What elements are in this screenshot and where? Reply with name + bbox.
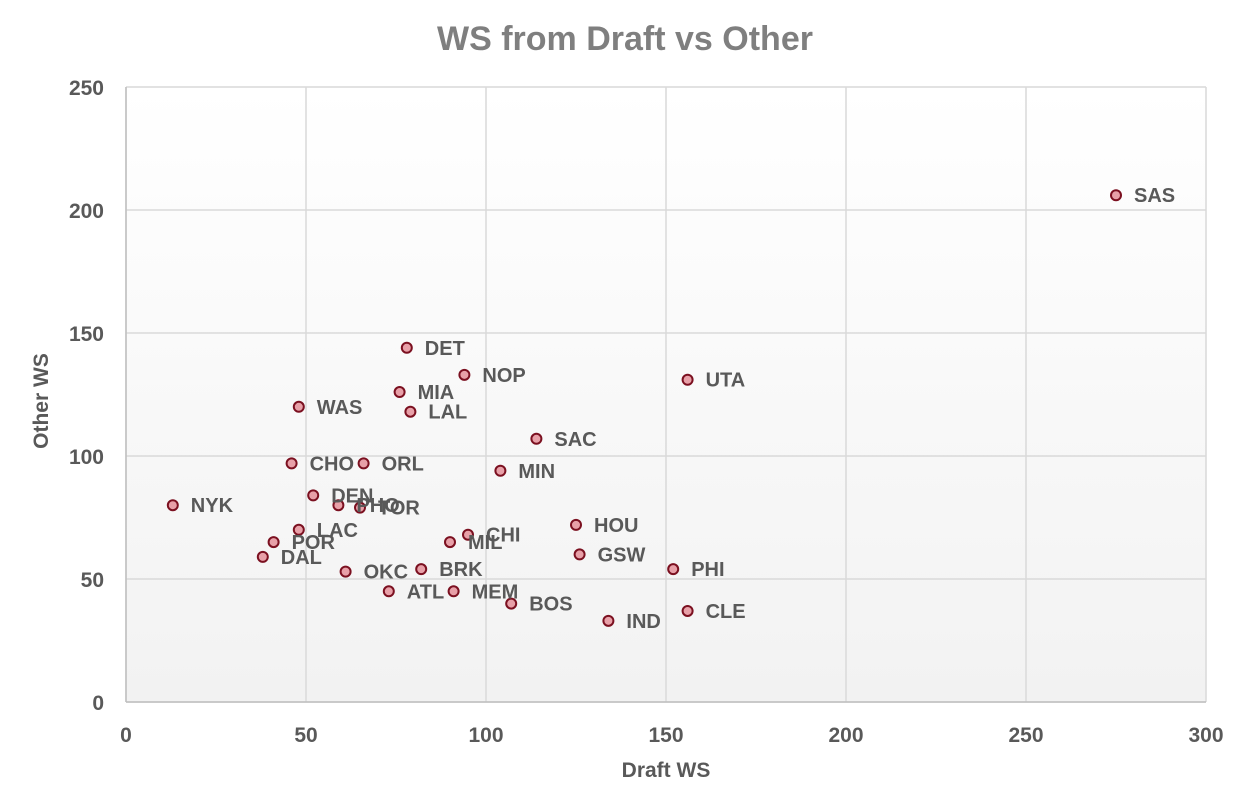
data-point-lal — [404, 405, 417, 418]
data-label-det: DET — [425, 338, 465, 360]
data-label-lal: LAL — [428, 402, 467, 424]
data-label-nyk: NYK — [191, 495, 234, 517]
y-axis-title: Other WS — [30, 353, 53, 449]
x-tick-label: 250 — [1008, 724, 1043, 747]
data-point-cho — [285, 457, 298, 470]
data-point-uta — [681, 373, 694, 386]
data-label-bos: BOS — [529, 594, 572, 616]
data-label-mia: MIA — [418, 382, 455, 404]
data-label-sas: SAS — [1134, 185, 1175, 207]
x-axis-title: Draft WS — [622, 759, 711, 782]
data-label-ind: IND — [626, 611, 660, 633]
data-point-mil — [444, 536, 456, 549]
x-tick-label: 0 — [120, 724, 132, 747]
data-label-cho: CHO — [310, 453, 354, 475]
data-point-brk — [415, 563, 428, 576]
data-point-den — [307, 489, 320, 502]
data-point-min — [494, 464, 507, 477]
data-point-dal — [256, 550, 269, 563]
data-label-nop: NOP — [482, 365, 525, 387]
x-tick-label: 150 — [648, 724, 683, 747]
x-tick-label: 100 — [468, 724, 503, 747]
data-point-por — [267, 536, 280, 549]
data-label-pho: PHO — [356, 495, 399, 517]
data-point-was — [292, 400, 305, 413]
data-label-orl: ORL — [382, 453, 424, 475]
data-label-gsw: GSW — [598, 544, 646, 566]
data-point-tor — [354, 501, 366, 514]
data-point-gsw — [573, 548, 586, 561]
data-point-bos — [505, 597, 518, 610]
data-label-uta: UTA — [706, 370, 746, 392]
y-tick-label: 200 — [69, 200, 104, 223]
y-tick-label: 100 — [69, 446, 104, 469]
chart-title: WS from Draft vs Other — [437, 20, 813, 58]
data-point-hou — [570, 518, 582, 531]
data-label-mil: MIL — [468, 532, 502, 554]
data-point-ind — [602, 614, 615, 627]
data-point-lac — [292, 523, 305, 536]
data-point-pho — [332, 499, 345, 512]
data-label-cle: CLE — [706, 601, 746, 623]
data-label-hou: HOU — [594, 515, 638, 537]
data-label-phi: PHI — [691, 559, 724, 581]
data-point-orl — [357, 457, 370, 470]
data-label-sac: SAC — [554, 429, 596, 451]
y-tick-label: 50 — [81, 569, 104, 592]
y-tick-label: 150 — [69, 323, 104, 346]
data-label-okc: OKC — [364, 562, 408, 584]
data-points — [166, 189, 1122, 627]
x-tick-label: 200 — [828, 724, 863, 747]
data-point-mem — [447, 585, 460, 598]
data-label-mem: MEM — [472, 581, 519, 603]
data-label-brk: BRK — [439, 559, 483, 581]
y-tick-label: 0 — [92, 692, 104, 715]
axes — [125, 87, 1206, 703]
data-label-atl: ATL — [407, 581, 444, 603]
data-label-min: MIN — [518, 461, 555, 483]
data-label-was: WAS — [317, 397, 363, 419]
data-label-tor: TOR — [378, 498, 420, 520]
data-label-lac: LAC — [317, 520, 358, 542]
grid-lines — [125, 86, 1207, 703]
data-point-phi — [667, 563, 680, 576]
data-point-det — [400, 341, 413, 354]
data-point-nop — [458, 368, 471, 381]
data-labels: SAS DET NOP UTA MIA WAS LAL SAC CHO ORL MIN DEN NYK P… — [191, 185, 1175, 633]
data-point-cle — [681, 604, 694, 617]
data-point-atl — [382, 585, 395, 598]
x-tick-label: 300 — [1188, 724, 1223, 747]
data-label-dal: DAL — [281, 547, 322, 569]
y-tick-label: 250 — [69, 77, 104, 100]
tick-labels: 0 50 100 150 200 250 300 0 50 100 150 200 250 — [69, 77, 1224, 747]
data-label-den: DEN — [331, 485, 373, 507]
data-label-chi: CHI — [486, 525, 520, 547]
data-point-sas — [1110, 189, 1122, 202]
data-point-sac — [530, 432, 543, 445]
data-point-mia — [393, 386, 406, 399]
x-tick-label: 50 — [294, 724, 317, 747]
data-label-por: POR — [292, 532, 336, 554]
data-point-nyk — [166, 499, 179, 512]
data-point-chi — [462, 528, 474, 541]
data-point-okc — [339, 565, 352, 578]
